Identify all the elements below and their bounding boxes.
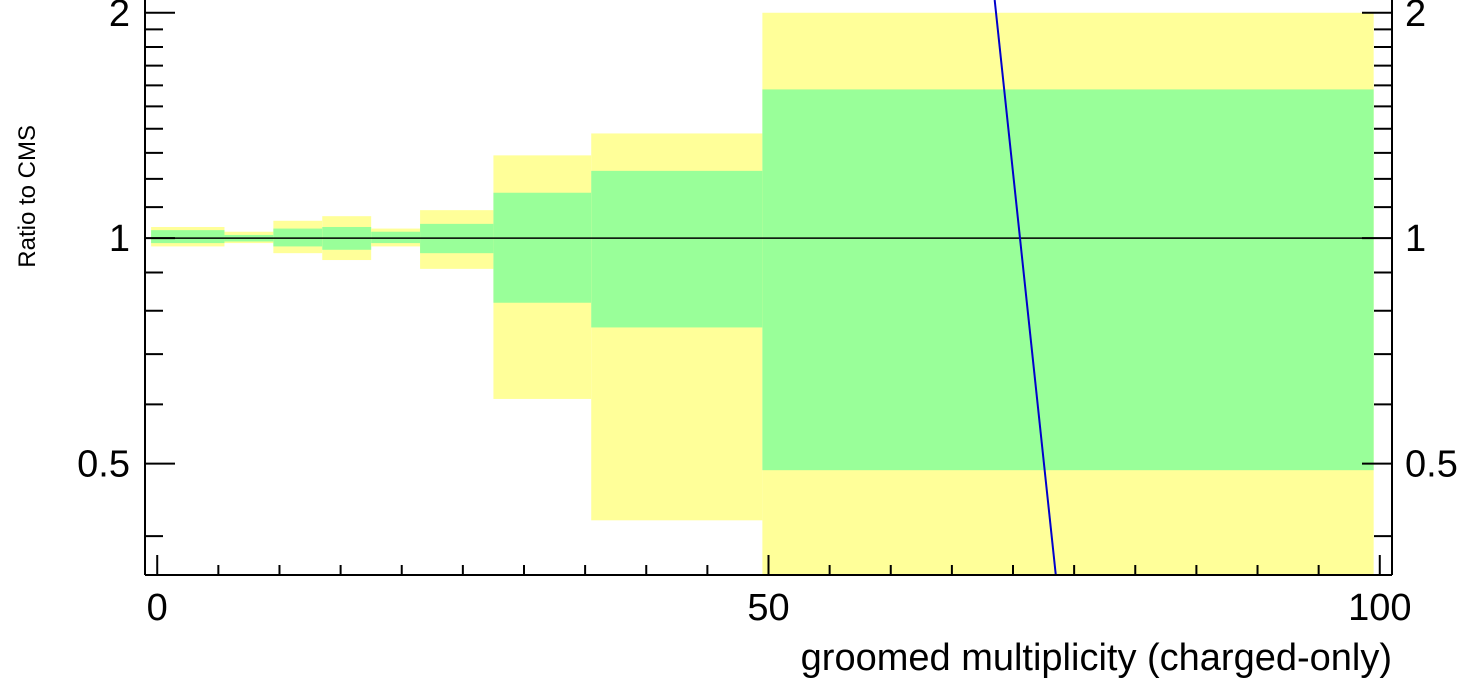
inner-band-bin-7	[591, 170, 763, 328]
y-tick-label-left-0: 0.5	[77, 444, 130, 486]
x-axis-title: groomed multiplicity (charged-only)	[801, 637, 1392, 679]
inner-band-bin-8	[762, 89, 1374, 471]
y-tick-label-right-1: 1	[1405, 218, 1426, 260]
x-tick-label-0: 0	[147, 587, 168, 629]
inner-band-bin-4	[371, 231, 421, 244]
tick-labels: 0 50 100 0.5 0.5 1 1 2 2	[77, 0, 1458, 629]
model-curve	[993, 0, 1057, 576]
axes	[144, 0, 1393, 576]
inner-band-bin-6	[493, 192, 592, 303]
x-tick-label-1: 50	[747, 587, 789, 629]
y-axis-title: Ratio to CMS	[14, 125, 41, 268]
x-tick-label-2: 100	[1348, 587, 1411, 629]
y-tick-label-left-1: 1	[109, 218, 130, 260]
y-tick-label-right-0: 0.5	[1405, 444, 1458, 486]
y-tick-label-left-2: 2	[109, 0, 130, 35]
ratio-bands	[151, 12, 1374, 576]
inner-band-bin-0	[151, 230, 225, 244]
y-tick-label-right-2: 2	[1405, 0, 1426, 35]
